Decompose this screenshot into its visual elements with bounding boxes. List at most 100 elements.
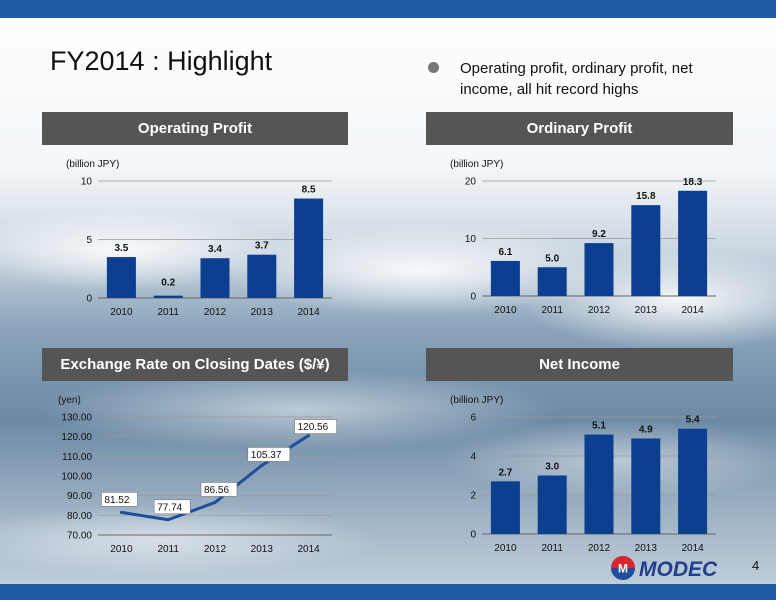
x-tick-label: 2013 (251, 307, 274, 318)
net-income-chart: (billion JPY) 0 2 4 6 2010 2011 2012 2013 2014 2.7… (450, 395, 716, 554)
data-label: 3.5 (114, 243, 128, 254)
data-label-box (153, 499, 191, 515)
data-label-box (247, 447, 291, 462)
bar (584, 243, 614, 296)
data-point (307, 434, 311, 438)
net-income-header: Net Income (426, 348, 733, 381)
bar (490, 260, 520, 296)
data-point (213, 500, 217, 504)
x-tick-label: 2014 (681, 305, 704, 316)
data-point (260, 463, 264, 467)
bullet-icon (428, 62, 439, 73)
exchange-rate-chart: (yen) 70.00 80.00 90.00 100.00 110.00 120.00 13… (58, 395, 337, 555)
y-tick-label: 2 (470, 491, 476, 502)
highlight-bullet-text: Operating profit, ordinary profit, net i… (460, 60, 693, 98)
data-label: 5.0 (545, 253, 559, 264)
y-tick-label: 100.00 (61, 472, 92, 483)
x-tick-label: 2013 (251, 544, 274, 555)
bar (247, 254, 277, 298)
bar (106, 257, 136, 298)
x-tick-label: 2013 (635, 543, 658, 554)
bar (678, 428, 708, 534)
x-tick-label: 2011 (157, 544, 179, 555)
ordinary-profit-chart: (billion JPY) 0 10 20 2010 2011 2012 2013 2014 6.… (450, 159, 716, 316)
y-tick-label: 80.00 (67, 511, 92, 522)
y-tick-label: 20 (465, 177, 477, 188)
data-label: 0.2 (161, 278, 175, 289)
y-tick-label: 10 (465, 234, 477, 245)
y-tick-label: 4 (470, 452, 476, 463)
y-tick-label: 6 (470, 413, 476, 424)
x-tick-label: 2012 (204, 544, 227, 555)
modec-logo: M MODEC (611, 556, 718, 581)
x-tick-label: 2010 (110, 307, 133, 318)
bar (200, 258, 230, 298)
top-accent-bar (0, 0, 776, 18)
bar (294, 198, 324, 298)
y-tick-label: 10 (81, 177, 93, 188)
x-tick-label: 2012 (588, 543, 611, 554)
x-tick-label: 2011 (541, 543, 563, 554)
bottom-accent-bar (0, 584, 776, 600)
data-point (119, 510, 123, 514)
x-tick-label: 2010 (494, 543, 517, 554)
x-tick-label: 2011 (157, 307, 179, 318)
data-label: 4.9 (639, 424, 653, 435)
data-label: 86.56 (204, 485, 229, 496)
data-label-box (294, 419, 337, 434)
data-label-box (200, 482, 238, 497)
data-label: 105.37 (251, 450, 282, 461)
operating-profit-header: Operating Profit (42, 112, 348, 145)
y-tick-label: 0 (470, 292, 476, 303)
data-label: 8.5 (302, 185, 316, 196)
unit-label: (yen) (58, 395, 81, 406)
bar (537, 475, 567, 534)
bar (584, 434, 614, 534)
x-tick-label: 2010 (110, 544, 133, 555)
bar (153, 295, 183, 298)
bar (678, 190, 708, 296)
x-tick-label: 2014 (681, 543, 704, 554)
bar (537, 267, 567, 296)
data-label: 3.7 (255, 241, 269, 252)
data-label: 3.4 (208, 244, 222, 255)
unit-label: (billion JPY) (66, 159, 119, 170)
unit-label: (billion JPY) (450, 159, 503, 170)
operating-profit-chart: (billion JPY) 0 5 10 2010 2011 2012 2013 2014 3.5… (66, 159, 332, 318)
x-tick-label: 2014 (297, 307, 320, 318)
y-tick-label: 0 (86, 294, 92, 305)
x-tick-label: 2012 (204, 307, 227, 318)
exchange-rate-header: Exchange Rate on Closing Dates ($/¥) (42, 348, 348, 381)
data-label: 5.1 (592, 421, 606, 432)
data-label: 81.52 (104, 495, 129, 506)
x-tick-label: 2014 (297, 544, 320, 555)
x-tick-label: 2010 (494, 305, 517, 316)
data-label: 3.0 (545, 462, 559, 473)
data-label: 9.2 (592, 229, 606, 240)
x-tick-label: 2012 (588, 305, 611, 316)
y-tick-label: 70.00 (67, 531, 92, 542)
y-tick-label: 120.00 (61, 432, 92, 443)
bar (631, 205, 661, 296)
logo-wordmark: MODEC (639, 558, 718, 581)
data-label: 18.3 (683, 177, 703, 188)
y-tick-label: 5 (86, 235, 92, 246)
page-number: 4 (752, 558, 760, 573)
data-label: 6.1 (498, 247, 512, 258)
data-label: 120.56 (298, 422, 329, 433)
y-tick-label: 110.00 (62, 452, 92, 463)
data-point (166, 518, 170, 522)
data-label: 77.74 (157, 502, 182, 513)
ordinary-profit-header: Ordinary Profit (426, 112, 733, 145)
slide-title: FY2014 : Highlight (50, 46, 273, 76)
unit-label: (billion JPY) (450, 395, 503, 406)
bar (631, 438, 661, 534)
data-label: 2.7 (498, 467, 512, 478)
y-tick-label: 0 (470, 530, 476, 541)
x-tick-label: 2011 (541, 305, 563, 316)
data-label: 5.4 (686, 415, 700, 426)
data-label: 15.8 (636, 191, 656, 202)
logo-mark-letter: M (618, 562, 628, 576)
y-tick-label: 130.00 (61, 413, 92, 424)
bar (490, 481, 520, 534)
